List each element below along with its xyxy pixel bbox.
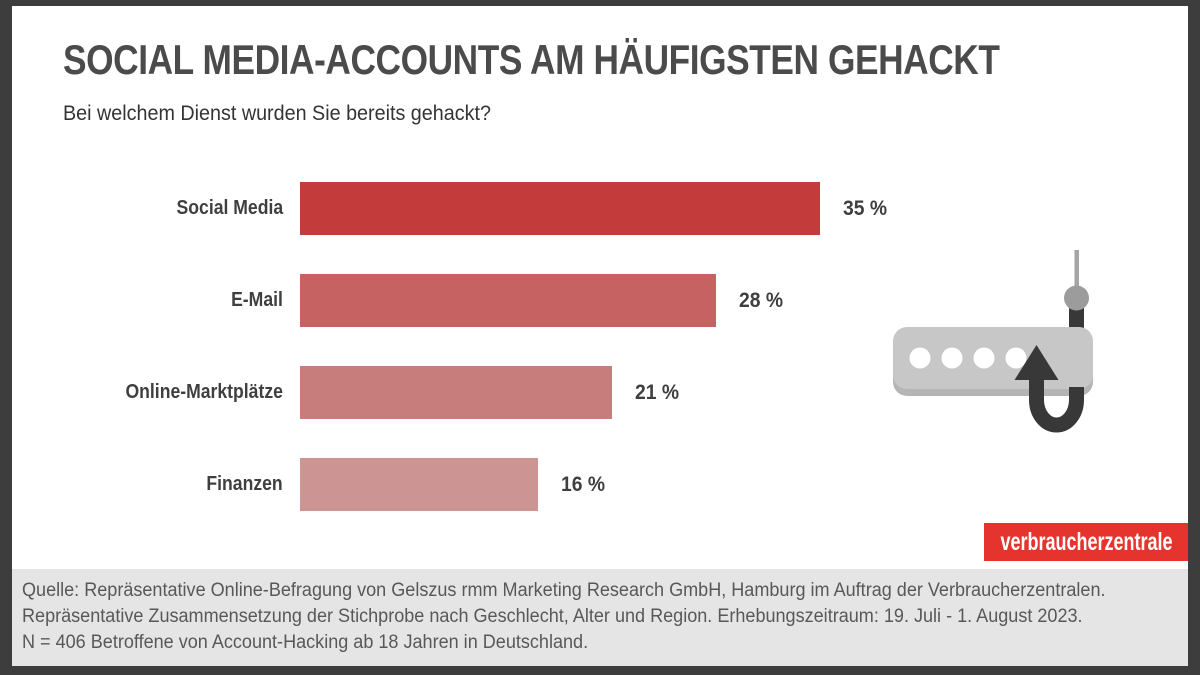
fishing-hook-curve <box>1029 377 1084 433</box>
bar-row-social-media: Social Media 35 % <box>63 182 887 235</box>
bar-social-media <box>300 182 820 235</box>
bar-value-label: 28 % <box>739 288 784 312</box>
source-line: Repräsentative Zusammensetzung der Stich… <box>22 606 1083 627</box>
bar-category-label: Online-Marktplätze <box>125 381 283 403</box>
bar-row-finanzen: Finanzen 16 % <box>63 458 820 511</box>
bar-track: 16 % <box>300 458 820 511</box>
bar-track: 35 % <box>300 182 887 235</box>
source-line: N = 406 Betroffene von Account-Hacking a… <box>22 632 589 653</box>
bar-value-label: 35 % <box>843 196 888 220</box>
password-dot <box>1005 347 1027 369</box>
infographic-canvas: SOCIAL MEDIA-ACCOUNTS AM HÄUFIGSTEN GEHA… <box>12 6 1188 666</box>
bar-track: 21 % <box>300 366 820 419</box>
bar-track: 28 % <box>300 274 820 327</box>
chart-subtitle-question: Bei welchem Dienst wurden Sie bereits ge… <box>63 102 491 125</box>
bar-online-marktplaetze <box>300 366 612 419</box>
bar-category-label: Finanzen <box>206 473 283 495</box>
password-dot <box>973 347 995 369</box>
fishing-hook-arrowhead <box>1014 345 1059 380</box>
verbraucherzentrale-logo: verbraucherzentrale <box>984 523 1188 561</box>
fishing-line <box>1074 250 1079 300</box>
bar-value-label: 16 % <box>560 472 605 496</box>
logo-text: verbraucherzentrale <box>999 527 1173 556</box>
bar-row-email: E-Mail 28 % <box>63 274 820 327</box>
horizontal-bar-chart: Social Media 35 % E-Mail 28 % Online-Mar… <box>63 182 887 550</box>
sinker-ball <box>1064 285 1089 311</box>
source-line: Quelle: Repräsentative Online-Befragung … <box>22 580 1106 601</box>
bar-category-label: E-Mail <box>231 289 283 311</box>
bar-category-label: Social Media <box>176 197 283 219</box>
password-dot <box>909 347 931 369</box>
bar-email <box>300 274 716 327</box>
bar-value-label: 21 % <box>635 380 680 404</box>
bar-row-online-marktplaetze: Online-Marktplätze 21 % <box>63 366 820 419</box>
bar-finanzen <box>300 458 538 511</box>
source-footer: Quelle: Repräsentative Online-Befragung … <box>12 569 1188 666</box>
password-phishing-hook-icon <box>893 250 1093 433</box>
page-title: SOCIAL MEDIA-ACCOUNTS AM HÄUFIGSTEN GEHA… <box>63 36 1000 83</box>
password-dot <box>941 347 963 369</box>
